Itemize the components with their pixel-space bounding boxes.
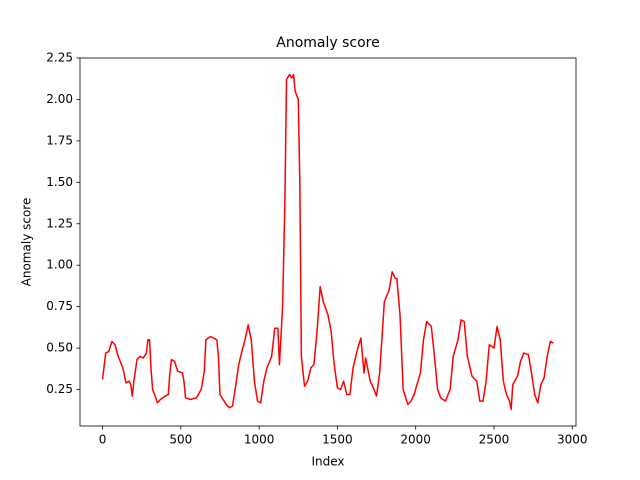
y-tick-label: 2.00 [46, 92, 73, 106]
x-tick-label: 1000 [244, 433, 275, 447]
y-tick-label: 0.25 [46, 382, 73, 396]
chart-title: Anomaly score [276, 35, 379, 51]
y-tick-label: 1.25 [46, 216, 73, 230]
data-line [101, 73, 554, 411]
x-tick-label: 1500 [322, 433, 353, 447]
y-tick-label: 1.75 [46, 133, 73, 147]
y-tick-label: 1.50 [46, 175, 73, 189]
y-tick-label: 0.50 [46, 341, 73, 355]
y-tick-label: 0.75 [46, 299, 73, 313]
x-tick-label: 0 [99, 433, 107, 447]
x-tick-label: 2000 [400, 433, 431, 447]
x-tick-label: 3000 [557, 433, 588, 447]
x-tick-label: 2500 [479, 433, 510, 447]
plot-frame [79, 57, 577, 427]
y-tick-label: 2.25 [46, 51, 73, 65]
y-tick-label: 1.00 [46, 258, 73, 272]
y-axis-label: Anomaly score [20, 198, 34, 287]
x-tick-label: 500 [169, 433, 192, 447]
x-axis-label: Index [311, 455, 344, 469]
